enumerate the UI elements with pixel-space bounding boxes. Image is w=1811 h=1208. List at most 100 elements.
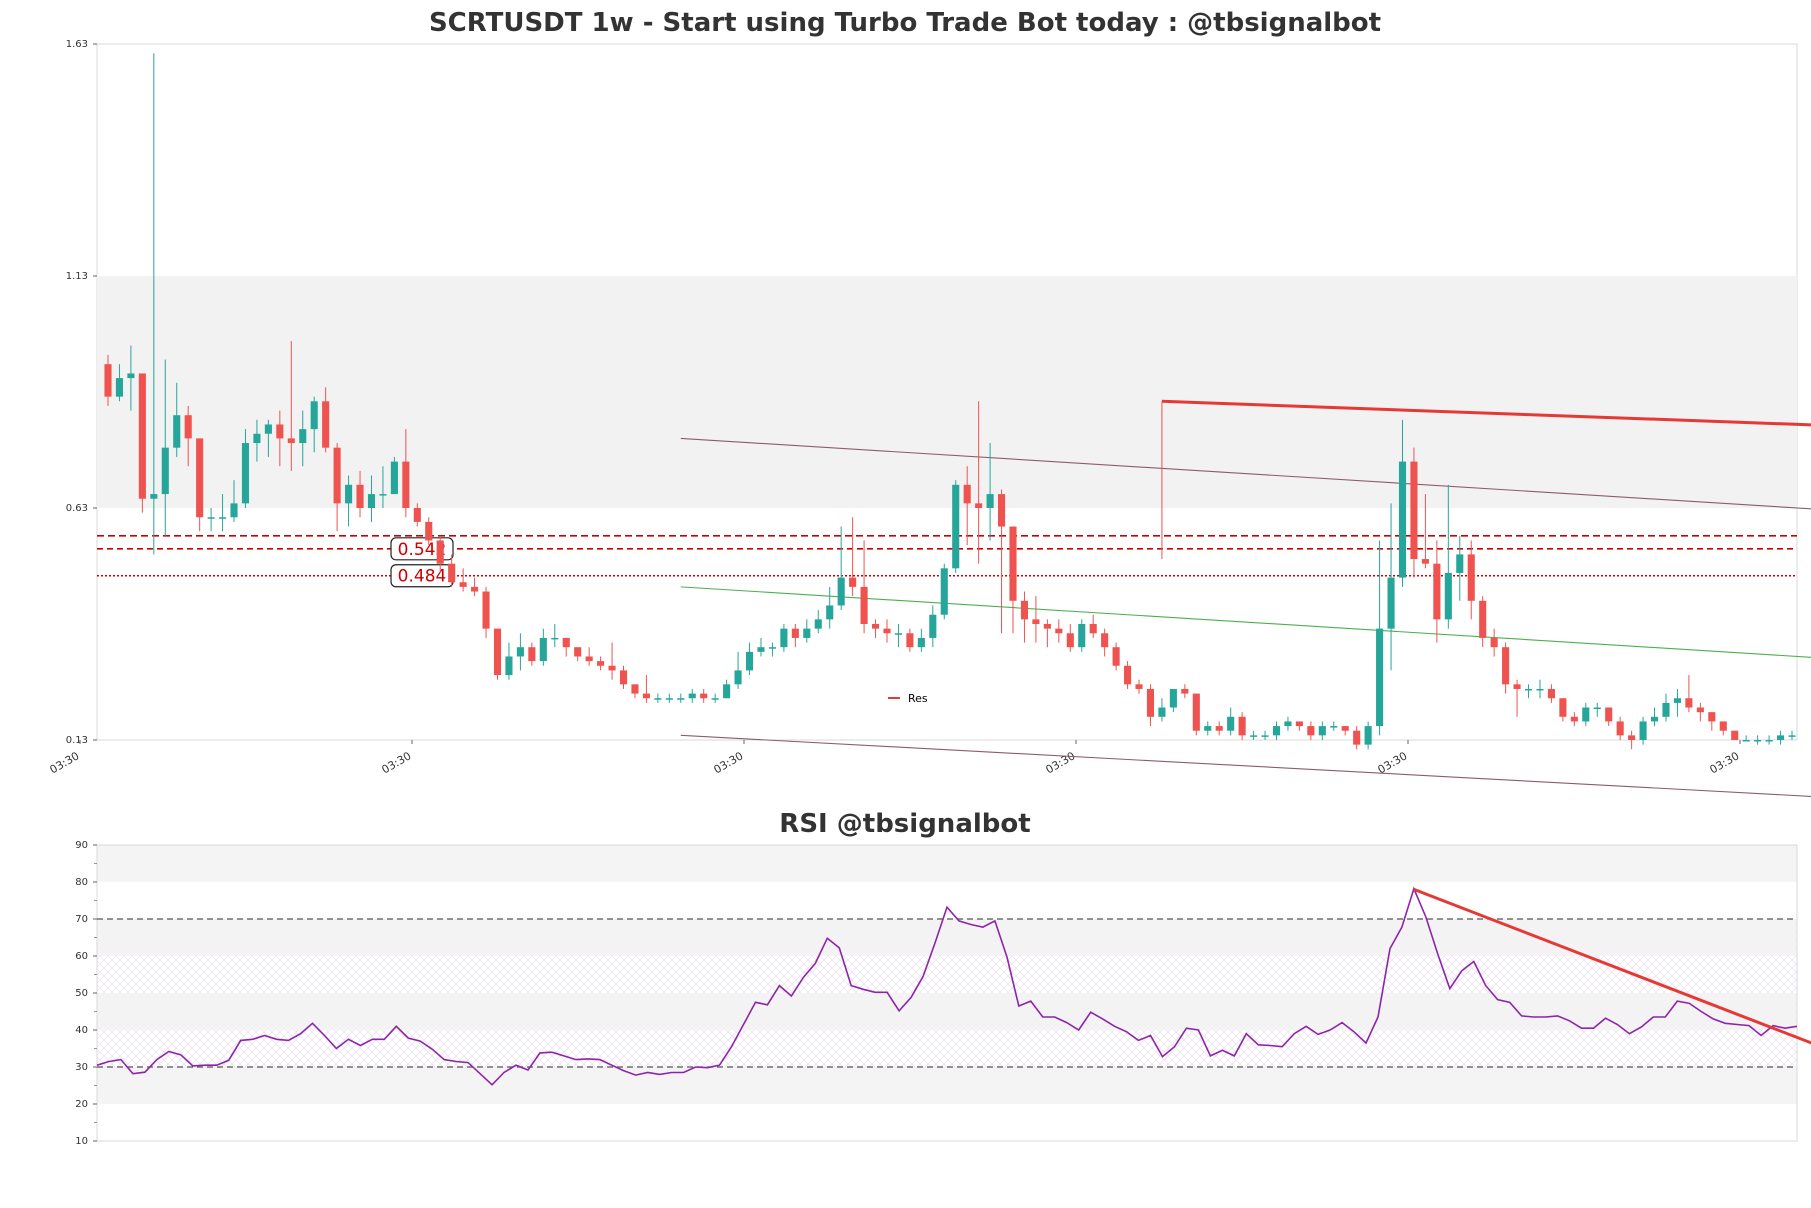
rsi-y-tick-label: 70 xyxy=(75,914,88,925)
candle-body xyxy=(161,447,169,495)
candle-body xyxy=(127,373,135,379)
candle-body xyxy=(814,619,822,629)
rsi-band xyxy=(97,993,1797,1030)
candle-body xyxy=(1215,726,1223,731)
candle-body xyxy=(711,698,719,700)
candle-body xyxy=(1605,707,1613,722)
candle-body xyxy=(745,651,754,671)
resistance-line xyxy=(1161,399,1811,427)
candle-body xyxy=(1456,554,1464,573)
candle-body xyxy=(1479,600,1487,638)
rsi-y-tick-label: 40 xyxy=(75,1025,88,1036)
candle-body xyxy=(356,484,364,508)
candle-body xyxy=(322,401,330,448)
candle-body xyxy=(1559,698,1567,717)
candle-body xyxy=(1662,702,1670,717)
candle-body xyxy=(849,577,857,587)
candle-body xyxy=(1146,688,1155,717)
candle-body xyxy=(1284,721,1292,727)
candle-body xyxy=(425,521,433,541)
price-y-tick-label: 0.63 xyxy=(66,503,88,514)
candle-body xyxy=(390,461,398,495)
candle-body xyxy=(1376,628,1384,727)
price-y-tick-label: 1.13 xyxy=(66,271,88,282)
candle-body xyxy=(1708,712,1716,722)
candle-body xyxy=(1524,688,1533,691)
candle-body xyxy=(1685,698,1693,708)
candle-body xyxy=(471,586,479,592)
candle-body xyxy=(963,484,971,504)
candle-body xyxy=(505,656,513,676)
candle-body xyxy=(1742,740,1750,742)
candle-body xyxy=(1043,624,1051,629)
candle-body xyxy=(1181,688,1189,694)
rsi-y-axis: 90 80 70 60 50 40 30 20 10 xyxy=(75,840,97,1147)
candle-body xyxy=(1410,461,1418,560)
price-y-tick-label: 0.13 xyxy=(66,735,88,746)
candle-body xyxy=(997,494,1006,527)
candle-body xyxy=(345,484,353,504)
price-trend-lines xyxy=(680,399,1811,797)
candle-body xyxy=(1078,624,1086,648)
candle-body xyxy=(241,443,250,504)
candle-body xyxy=(883,628,891,634)
candle-body xyxy=(826,605,834,620)
candle-body xyxy=(665,698,673,700)
rsi-y-tick-label: 50 xyxy=(75,988,88,999)
candle-body xyxy=(700,693,708,699)
candle-body xyxy=(1547,688,1555,699)
candle-body xyxy=(1227,716,1235,731)
rsi-series-line xyxy=(96,886,1798,1086)
candle-body xyxy=(173,415,181,448)
candle-body xyxy=(1513,684,1521,689)
price-shaded-zone xyxy=(97,276,1797,508)
candle-body xyxy=(723,684,731,699)
candle-body xyxy=(1639,721,1647,740)
candle-body xyxy=(1765,740,1773,742)
candle-body xyxy=(184,415,192,439)
candle-body xyxy=(1250,735,1258,737)
candle-body xyxy=(1318,726,1326,736)
candle-body xyxy=(688,693,696,699)
candle-body xyxy=(642,693,650,699)
price-levels: 0.542 0.484 xyxy=(97,535,1797,588)
rsi-y-tick-label: 80 xyxy=(75,877,88,888)
price-chart-title: SCRTUSDT 1w - Start using Turbo Trade Bo… xyxy=(429,8,1381,38)
rsi-y-tick-label: 20 xyxy=(75,1099,88,1110)
candle-body xyxy=(585,656,593,662)
candle-body xyxy=(757,647,765,652)
candle-body xyxy=(1387,577,1395,629)
candle-body xyxy=(207,517,215,519)
candle-body xyxy=(1490,637,1498,648)
candle-body xyxy=(310,401,318,430)
candle-body xyxy=(608,665,616,671)
candle-body xyxy=(929,614,937,638)
candle-body xyxy=(940,568,948,615)
candle-body xyxy=(1731,730,1739,740)
candle-body xyxy=(528,647,536,662)
candle-body xyxy=(1135,684,1143,689)
candle-body xyxy=(734,670,742,685)
candle-body xyxy=(917,637,925,648)
price-y-tick-label: 1.63 xyxy=(66,39,88,50)
candle-body xyxy=(264,424,272,434)
candle-body xyxy=(379,494,387,496)
rsi-band xyxy=(97,1067,1797,1104)
candle-body xyxy=(493,628,502,676)
candle-body xyxy=(1788,735,1796,737)
price-y-axis: 1.63 1.13 0.63 0.13 xyxy=(66,39,97,746)
candle-body xyxy=(1261,735,1269,737)
candle-body xyxy=(597,661,605,666)
candle-body xyxy=(299,429,307,444)
candle-body xyxy=(906,633,914,648)
candle-body xyxy=(1570,716,1578,722)
candle-body xyxy=(677,698,685,700)
candle-body xyxy=(1353,730,1361,745)
candle-body xyxy=(837,577,845,606)
candle-body xyxy=(1433,563,1441,620)
candle-body xyxy=(1307,726,1315,736)
candle-body xyxy=(619,670,628,685)
candle-body xyxy=(803,628,811,638)
rsi-y-tick-label: 60 xyxy=(75,951,88,962)
candle-body xyxy=(1009,526,1017,601)
